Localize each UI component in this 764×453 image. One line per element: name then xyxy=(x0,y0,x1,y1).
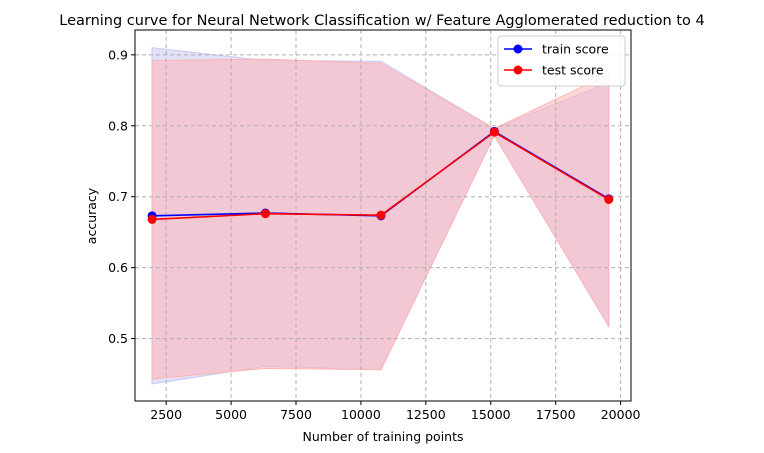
legend: train score test score xyxy=(497,35,626,87)
y-tick-label: 0.8 xyxy=(108,118,128,133)
y-tick-label: 0.5 xyxy=(108,331,128,346)
y-tick-label: 0.6 xyxy=(108,260,128,275)
x-axis-label: Number of training points xyxy=(303,429,464,444)
legend-marker xyxy=(513,65,523,75)
x-tick-label: 17500 xyxy=(536,407,576,422)
plot-area-frame xyxy=(134,29,632,402)
legend-label: test score xyxy=(542,63,604,78)
y-tick-label: 0.9 xyxy=(108,47,128,62)
data-point xyxy=(260,209,270,219)
x-tick-label: 10000 xyxy=(341,407,381,422)
x-tick-label: 7500 xyxy=(280,407,312,422)
data-point xyxy=(376,210,386,220)
x-tick-label: 15000 xyxy=(471,407,511,422)
y-axis-label: accuracy xyxy=(84,187,99,244)
x-tick-label: 12500 xyxy=(406,407,446,422)
legend-marker xyxy=(513,44,523,54)
data-point xyxy=(604,195,614,205)
y-tick-label: 0.7 xyxy=(108,189,128,204)
data-point xyxy=(147,214,157,224)
y-axis-ticks: 0.5 0.6 0.7 0.8 0.9 xyxy=(108,47,135,346)
x-tick-label: 5000 xyxy=(215,407,247,422)
legend-label: train score xyxy=(542,42,609,57)
chart-title: Learning curve for Neural Network Classi… xyxy=(59,13,704,29)
x-axis-ticks: 2500 5000 7500 10000 12500 15000 17500 20000 xyxy=(150,401,641,422)
x-tick-label: 2500 xyxy=(150,407,182,422)
series-lines xyxy=(147,126,614,224)
data-point xyxy=(489,127,499,137)
x-tick-label: 20000 xyxy=(601,407,641,422)
